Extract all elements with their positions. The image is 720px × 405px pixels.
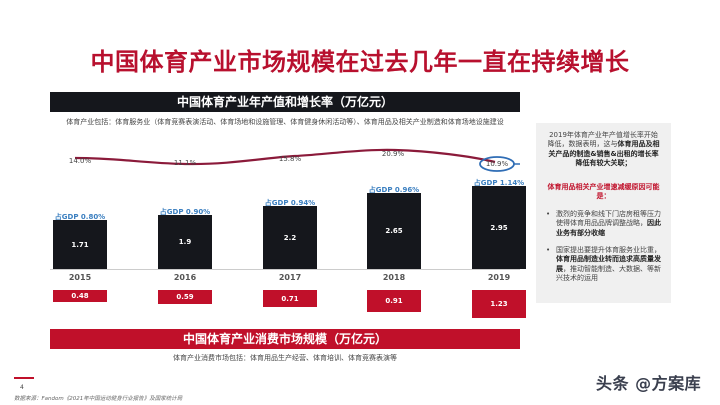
year-label: 2016: [173, 273, 197, 282]
gdp-share-label: 占GDP 0.90%: [159, 208, 211, 216]
insight-bullets: 激烈的竞争和线下门店房租等压力使得体育用品品牌调整战略，因此业务有部分收缩 国家…: [546, 210, 661, 284]
output-bar: 1.71: [53, 220, 107, 269]
page-number: 4: [20, 384, 24, 391]
bullet-emphasis: 体育用品制造业转而追求高质量发展: [556, 255, 661, 273]
growth-label-2019: 10.9%: [485, 160, 509, 168]
growth-label-2018: 20.9%: [381, 150, 405, 158]
output-bar: 2.65: [367, 193, 421, 269]
insight-paragraph-2: 体育用品相关产业增速减缓原因可能是：: [547, 182, 660, 201]
growth-label-2017: 15.8%: [278, 155, 302, 163]
year-label: 2018: [382, 273, 406, 282]
year-label: 2017: [278, 273, 302, 282]
insight-paragraph-1: 2019年体育产业年产值增长率开始降低，数据表明，这与体育用品及相关产品的制造&…: [546, 131, 661, 169]
insight-emphasis: 体育用品及相关产品的制造&销售&出租的增长率降低有较大关联；: [548, 140, 660, 168]
gdp-share-label: 占GDP 0.80%: [54, 213, 106, 221]
bullet-text: 激烈的竞争和线下门店房租等压力使得体育用品品牌调整战略，: [556, 209, 661, 228]
insight-bullet: 国家提出要提升体育服务业比重，体育用品制造业转而追求高质量发展，推动智能制造、大…: [546, 246, 661, 284]
insight-panel: 2019年体育产业年产值增长率开始降低，数据表明，这与体育用品及相关产品的制造&…: [536, 123, 671, 303]
bullet-text: ，推动智能制造、大数据、等新兴技术的运用: [556, 264, 661, 283]
column-2018: 占GDP 0.96% 2.65 2018 0.91: [367, 140, 421, 330]
gdp-share-label: 占GDP 0.94%: [264, 199, 316, 207]
growth-label-2015: 14.0%: [68, 157, 92, 165]
gdp-share-label: 占GDP 0.96%: [368, 186, 420, 194]
output-description: 体育产业包括：体育服务业（体育竞赛表演活动、体育场地和设施管理、体育健身休闲活动…: [66, 118, 504, 126]
growth-label-2016: 11.1%: [173, 159, 197, 167]
consumption-bar: 0.48: [53, 290, 107, 302]
watermark: 头条 @方案库: [596, 374, 702, 393]
bullet-emphasis: 因此业务有部分收缩: [556, 219, 661, 237]
output-bar: 1.9: [158, 215, 212, 269]
page-title: 中国体育产业市场规模在过去几年一直在持续增长: [90, 48, 630, 76]
consumption-bar: 1.23: [472, 290, 526, 318]
consumption-bar: 0.59: [158, 290, 212, 304]
consumption-bar: 0.71: [263, 290, 317, 307]
output-chart-header: 中国体育产业年产值和增长率（万亿元）: [50, 92, 520, 112]
column-2016: 占GDP 0.90% 1.9 2016 0.59: [158, 140, 212, 330]
consumption-bar: 0.91: [367, 290, 421, 312]
year-label: 2015: [68, 273, 92, 282]
insight-text: 2019年体育产业年产值增长率开始降低，数据表明，这与: [547, 131, 658, 149]
column-2019: 占GDP 1.14% 2.95 2019 1.23: [472, 140, 526, 330]
year-label: 2019: [487, 273, 511, 282]
output-bar: 2.95: [472, 186, 526, 269]
column-2017: 占GDP 0.94% 2.2 2017 0.71: [263, 140, 317, 330]
x-axis-line: [50, 269, 520, 270]
insight-bullet: 激烈的竞争和线下门店房租等压力使得体育用品品牌调整战略，因此业务有部分收缩: [546, 210, 661, 238]
source-note: 数据来源：Fandom《2021年中国运动健身行业报告》及国家统计局: [14, 396, 183, 402]
gdp-share-label: 占GDP 1.14%: [473, 179, 525, 187]
consumption-description: 体育产业消费市场包括：体育用品生产经营、体育培训、体育竞赛表演等: [173, 354, 397, 362]
chart-area: 14.0% 11.1% 15.8% 20.9% 10.9% 占GDP 0.80%…: [50, 140, 526, 330]
column-2015: 占GDP 0.80% 1.71 2015 0.48: [53, 140, 107, 330]
bullet-text: 国家提出要提升体育服务业比重，: [556, 245, 661, 254]
consumption-chart-header: 中国体育产业消费市场规模（万亿元）: [50, 329, 520, 349]
output-bar: 2.2: [263, 206, 317, 269]
growth-rate-line: [74, 148, 520, 172]
page-marker: [14, 377, 34, 379]
